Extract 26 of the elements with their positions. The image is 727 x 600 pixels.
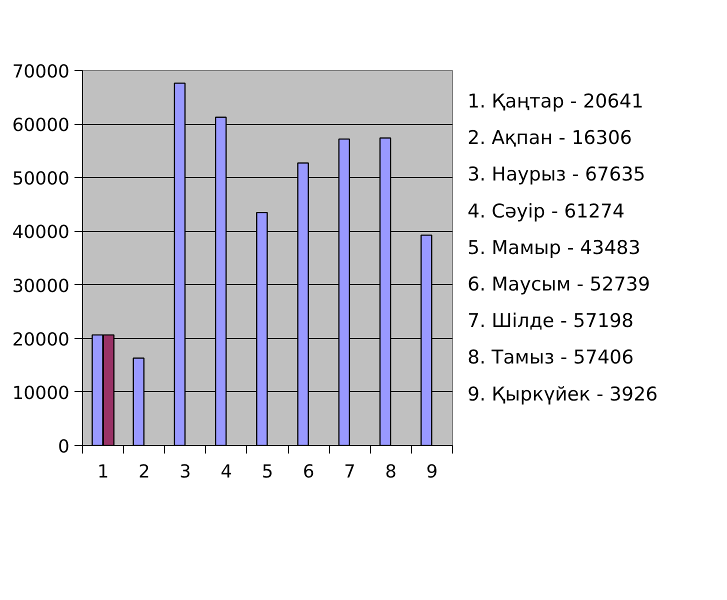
- text: 2. Ақпан - 16306: [468, 127, 632, 150]
- x-tick-label: 6: [302, 462, 314, 482]
- text: 9. Қыркүйек - 3926: [468, 383, 658, 406]
- y-tick-label: 30000: [12, 276, 70, 297]
- x-tick-label: 4: [220, 462, 232, 482]
- x-tick-label: 7: [344, 462, 356, 482]
- text: 5. Мамыр - 43483: [468, 236, 640, 259]
- y-tick-label: 10000: [12, 382, 70, 404]
- x-tick-label: 1: [97, 462, 109, 482]
- text: 6. Маусым - 52739: [468, 274, 650, 296]
- text: 4. Сәуір - 61274: [468, 200, 625, 222]
- text: 8. Тамыз - 57406: [468, 346, 634, 369]
- x-tick-label: 2: [138, 462, 150, 482]
- x-tick-label: 8: [385, 462, 397, 482]
- text: 3. Наурыз - 67635: [468, 164, 646, 186]
- x-tick-label: 3: [180, 462, 192, 482]
- y-tick-label: 70000: [12, 62, 70, 82]
- text: 7. Шілде - 57198: [468, 310, 634, 332]
- y-tick-label: 50000: [12, 168, 70, 190]
- x-tick-label: 9: [426, 462, 438, 482]
- x-tick-label: 5: [262, 462, 274, 482]
- y-tick-label: 60000: [12, 115, 70, 136]
- y-tick-label: 40000: [12, 222, 70, 244]
- y-tick-label: 20000: [12, 329, 70, 350]
- y-tick-label: 0: [58, 436, 70, 458]
- text: 1. Қаңтар - 20641: [468, 90, 644, 112]
